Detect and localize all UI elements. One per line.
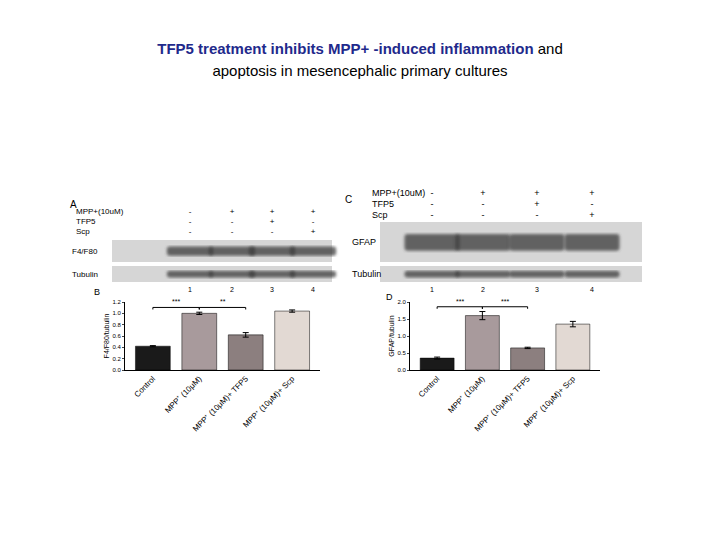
svg-text:A: A: [70, 199, 77, 210]
svg-text:0.0: 0.0: [397, 367, 406, 373]
svg-text:Scp: Scp: [372, 210, 388, 220]
svg-text:MPP+(10uM): MPP+(10uM): [76, 207, 124, 216]
svg-text:4: 4: [311, 286, 315, 293]
svg-text:Control: Control: [417, 374, 442, 399]
svg-text:-: -: [189, 217, 192, 226]
svg-text:1.5: 1.5: [397, 316, 406, 322]
svg-text:MPP⁺ (10μM)+ Scp: MPP⁺ (10μM)+ Scp: [522, 374, 577, 429]
svg-text:Tubulin: Tubulin: [352, 269, 381, 279]
svg-text:TFP5: TFP5: [76, 217, 96, 226]
svg-text:+: +: [589, 188, 594, 198]
svg-text:B: B: [94, 287, 100, 297]
svg-text:0.6: 0.6: [112, 333, 121, 339]
svg-text:0.5: 0.5: [397, 350, 406, 356]
svg-text:-: -: [189, 227, 192, 236]
svg-text:-: -: [231, 227, 234, 236]
svg-text:Control: Control: [132, 374, 157, 399]
svg-text:-: -: [189, 207, 192, 216]
svg-text:-: -: [431, 210, 434, 220]
svg-text:+: +: [589, 210, 594, 220]
svg-text:MPP⁺ (10μM): MPP⁺ (10μM): [446, 374, 487, 415]
html-text:apoptosis in mesencephalic pri: apoptosis in mesencephalic primary cultu…: [212, 62, 508, 79]
svg-text:MPP+(10uM): MPP+(10uM): [372, 188, 425, 198]
svg-text:-: -: [431, 188, 434, 198]
svg-text:GFAP/tubulin: GFAP/tubulin: [388, 315, 395, 356]
svg-text:1: 1: [430, 286, 434, 293]
svg-text:2: 2: [230, 286, 234, 293]
svg-text:-: -: [482, 210, 485, 220]
svg-text:***: ***: [501, 298, 509, 305]
svg-text:0.0: 0.0: [112, 367, 121, 373]
svg-text:MPP⁺ (10μM)+ TFP5: MPP⁺ (10μM)+ TFP5: [191, 374, 250, 433]
svg-text:+: +: [311, 207, 316, 216]
svg-text:0.8: 0.8: [112, 322, 121, 328]
svg-text:-: -: [591, 199, 594, 209]
svg-text:-: -: [312, 217, 315, 226]
svg-text:+: +: [534, 188, 539, 198]
svg-text:1.0: 1.0: [112, 310, 121, 316]
svg-text:-: -: [231, 217, 234, 226]
svg-text:MPP⁺ (10μM)+ Scp: MPP⁺ (10μM)+ Scp: [241, 374, 296, 429]
svg-text:2: 2: [481, 286, 485, 293]
svg-text:+: +: [230, 207, 235, 216]
svg-text:-: -: [482, 199, 485, 209]
svg-text:-: -: [271, 227, 274, 236]
svg-text:F4/F80: F4/F80: [72, 247, 98, 256]
svg-text:-: -: [536, 210, 539, 220]
svg-text:+: +: [270, 217, 275, 226]
svg-text:C: C: [345, 194, 352, 205]
svg-text:D: D: [386, 292, 393, 302]
svg-text:MPP⁺ (10μM)+ TFP5: MPP⁺ (10μM)+ TFP5: [473, 374, 532, 433]
svg-text:0.2: 0.2: [112, 356, 121, 362]
svg-text:MPP⁺ (10μM): MPP⁺ (10μM): [163, 374, 204, 415]
svg-text:Tubulin: Tubulin: [72, 270, 98, 279]
svg-text:TFP5: TFP5: [372, 199, 394, 209]
svg-text:***: ***: [456, 298, 464, 305]
svg-text:0.4: 0.4: [112, 344, 121, 350]
svg-text:+: +: [480, 188, 485, 198]
svg-text:-: -: [431, 199, 434, 209]
svg-text:2.0: 2.0: [397, 299, 406, 305]
svg-text:1: 1: [188, 286, 192, 293]
svg-text:**: **: [220, 298, 226, 305]
svg-text:GFAP: GFAP: [352, 237, 376, 247]
svg-text:+: +: [311, 227, 316, 236]
svg-text:Scp: Scp: [76, 227, 90, 236]
svg-text:+: +: [534, 199, 539, 209]
svg-text:***: ***: [172, 298, 180, 305]
svg-text:1.2: 1.2: [112, 299, 121, 305]
svg-text:F4/F80/tubulin: F4/F80/tubulin: [103, 314, 110, 359]
svg-text:4: 4: [590, 286, 594, 293]
svg-text:+: +: [270, 207, 275, 216]
svg-text:3: 3: [535, 286, 539, 293]
svg-text:3: 3: [270, 286, 274, 293]
svg-text:1.0: 1.0: [397, 333, 406, 339]
html-text:TFP5 treatment inhibits MPP+ -: TFP5 treatment inhibits MPP+ -induced in…: [157, 40, 563, 57]
